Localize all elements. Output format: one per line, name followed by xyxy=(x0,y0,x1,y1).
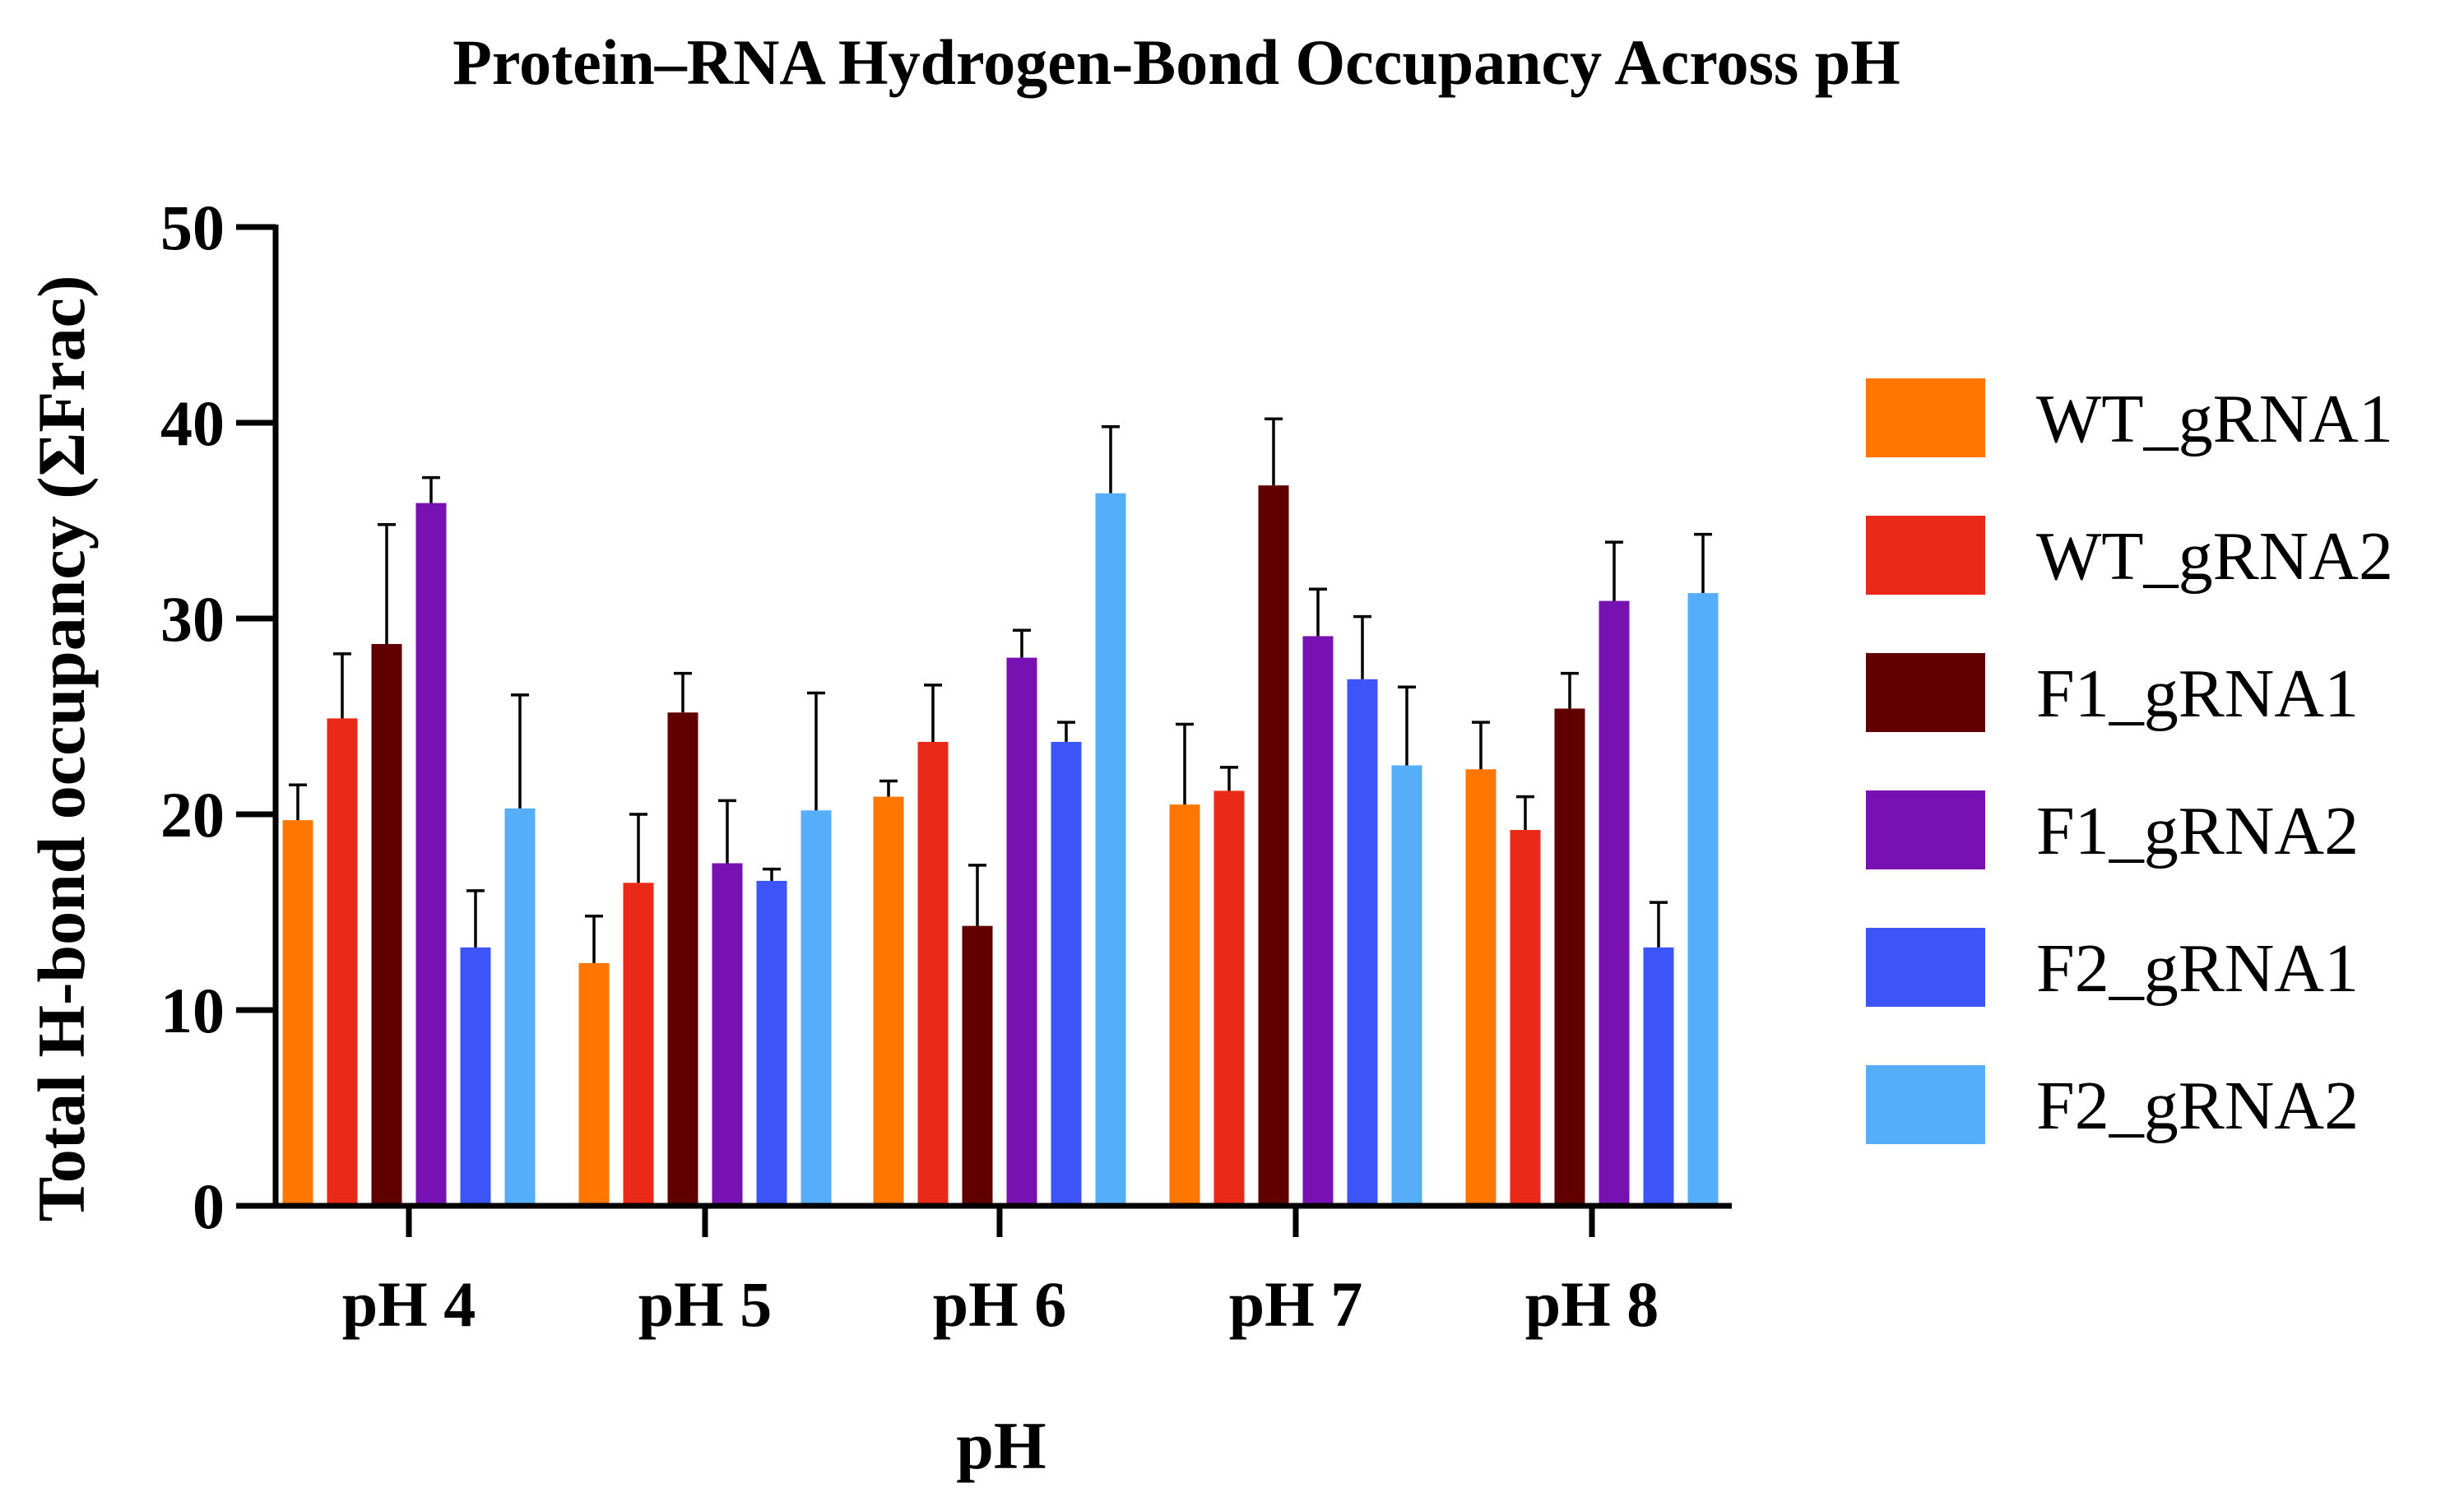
bar-wt-grna2-ph8 xyxy=(1510,830,1541,1206)
legend-swatch xyxy=(1866,928,1985,1007)
legend-label: WT_gRNA1 xyxy=(2036,381,2393,457)
bar-f2-grna1-ph6 xyxy=(1051,741,1082,1206)
bar-wt-grna1-ph7 xyxy=(1169,804,1200,1206)
bar-f2-grna1-ph5 xyxy=(756,880,787,1206)
legend: WT_gRNA1 WT_gRNA2 F1_gRNA1 F1_gRNA2 F2_gRNA1… xyxy=(1866,378,2393,1144)
legend-swatch xyxy=(1866,378,1985,457)
error-bars-layer xyxy=(289,417,1712,963)
bar-wt-grna1-ph8 xyxy=(1465,769,1496,1206)
x-tick-label: pH 7 xyxy=(1229,1268,1363,1340)
x-tick-label: pH 5 xyxy=(638,1268,773,1340)
y-tick-label: 50 xyxy=(160,192,225,263)
legend-label: F1_gRNA1 xyxy=(2036,656,2359,732)
x-tick-label: pH 8 xyxy=(1525,1268,1659,1340)
bar-f2-grna2-ph6 xyxy=(1095,493,1126,1206)
legend-swatch xyxy=(1866,790,1985,869)
x-tick-label: pH 4 xyxy=(342,1268,476,1340)
bar-wt-grna2-ph7 xyxy=(1213,790,1245,1206)
bar-f2-grna1-ph7 xyxy=(1347,679,1378,1206)
legend-swatch xyxy=(1866,1065,1985,1144)
bar-f1-grna2-ph4 xyxy=(415,503,447,1206)
bar-f2-grna1-ph8 xyxy=(1643,947,1674,1206)
y-tick-label: 10 xyxy=(160,975,225,1046)
bar-f2-grna1-ph4 xyxy=(460,947,491,1206)
bar-wt-grna2-ph5 xyxy=(623,883,654,1206)
bar-f2-grna2-ph7 xyxy=(1391,765,1422,1206)
bar-f1-grna2-ph8 xyxy=(1599,600,1630,1206)
bar-f1-grna1-ph8 xyxy=(1554,708,1585,1206)
axes-layer: pH 4 pH 5 pH 6 pH 7 pH 8 0 10 20 30 40 50 xyxy=(160,192,1732,1340)
x-tick-label: pH 6 xyxy=(933,1268,1067,1340)
bar-f1-grna1-ph6 xyxy=(962,925,993,1206)
legend-label: F1_gRNA2 xyxy=(2036,793,2359,869)
bar-f1-grna1-ph5 xyxy=(667,712,698,1206)
bar-wt-grna2-ph4 xyxy=(327,718,358,1206)
bar-f1-grna2-ph5 xyxy=(712,863,743,1206)
bar-wt-grna1-ph4 xyxy=(282,820,313,1206)
bar-f1-grna1-ph4 xyxy=(371,643,402,1206)
y-tick-label: 0 xyxy=(193,1170,225,1242)
bar-wt-grna1-ph5 xyxy=(578,962,610,1206)
legend-label: F2_gRNA2 xyxy=(2036,1068,2359,1144)
bar-f1-grna2-ph6 xyxy=(1006,657,1037,1206)
bar-wt-grna2-ph6 xyxy=(917,741,949,1206)
x-axis-title: pH xyxy=(956,1408,1046,1483)
bars-layer xyxy=(282,485,1719,1206)
y-tick-label: 20 xyxy=(160,779,225,850)
y-tick-label: 40 xyxy=(160,387,225,459)
bar-f1-grna1-ph7 xyxy=(1258,485,1289,1206)
bar-wt-grna1-ph6 xyxy=(873,796,904,1206)
legend-label: F2_gRNA1 xyxy=(2036,930,2359,1007)
legend-label: WT_gRNA2 xyxy=(2036,518,2393,595)
bar-f2-grna2-ph8 xyxy=(1687,593,1719,1206)
y-tick-label: 30 xyxy=(160,583,225,655)
bar-f2-grna2-ph5 xyxy=(800,810,832,1206)
legend-swatch xyxy=(1866,516,1985,595)
legend-swatch xyxy=(1866,653,1985,732)
bar-f2-grna2-ph4 xyxy=(504,808,536,1206)
chart-title: Protein–RNA Hydrogen-Bond Occupancy Acro… xyxy=(452,26,1900,98)
y-axis-title: Total H-bond occupancy (ΣFrac) xyxy=(24,276,99,1222)
bar-f1-grna2-ph7 xyxy=(1302,636,1334,1206)
